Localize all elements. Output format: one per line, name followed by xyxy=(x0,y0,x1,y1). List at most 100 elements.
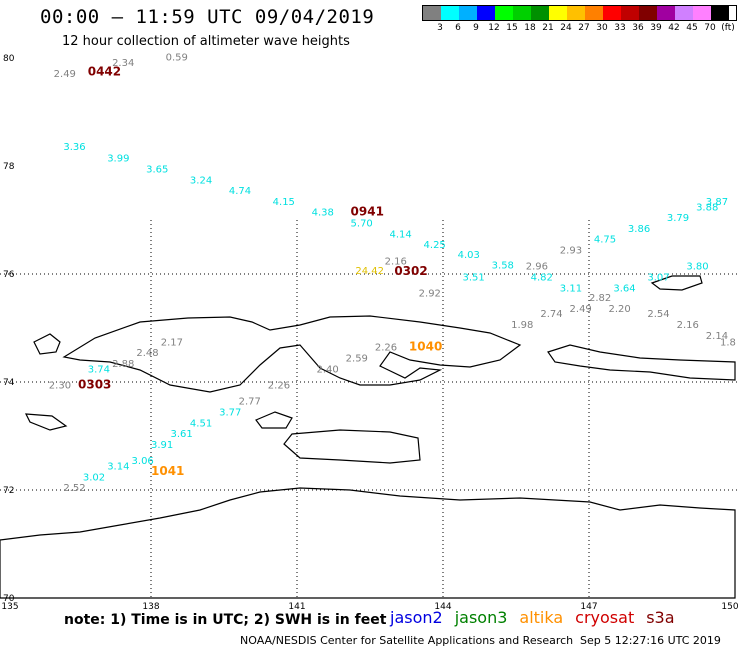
swh-value: 2.49 xyxy=(54,69,76,80)
swh-value: 2.26 xyxy=(268,380,290,391)
latitude-label: 78 xyxy=(3,162,15,172)
swh-value: 2.14 xyxy=(706,331,728,342)
swh-value: 2.54 xyxy=(647,309,669,320)
legend-swatch xyxy=(441,6,459,20)
latitude-label: 72 xyxy=(3,486,14,496)
legend-swatch xyxy=(675,6,693,20)
pass-time-label: 0941 xyxy=(351,205,384,219)
legend-swatch xyxy=(621,6,639,20)
swh-value: 4.03 xyxy=(458,250,480,261)
swh-value: 2.26 xyxy=(375,343,397,354)
graticule xyxy=(0,220,740,598)
swh-value: 2.96 xyxy=(526,262,548,273)
swh-value: 2.74 xyxy=(540,309,562,320)
satellite-legend: jason2 jason3 altika cryosat s3a xyxy=(390,608,687,627)
legend-swatch xyxy=(657,6,675,20)
legend-label: 70 xyxy=(704,23,716,33)
swh-value: 2.20 xyxy=(608,304,630,315)
legend-label: 45 xyxy=(686,23,698,33)
bennett-island-coast xyxy=(650,275,703,291)
swh-value: 3.02 xyxy=(83,472,105,483)
page-subtitle: 12 hour collection of altimeter wave hei… xyxy=(62,34,350,49)
swh-value: 2.48 xyxy=(136,348,158,359)
swh-value: 2.88 xyxy=(112,359,134,370)
legend-label: 42 xyxy=(668,23,680,33)
swh-value: 2.52 xyxy=(63,483,85,494)
swh-value: 2.82 xyxy=(589,293,611,304)
legend-swatch xyxy=(711,6,729,20)
legend-swatch xyxy=(477,6,495,20)
swh-value: 1.8 xyxy=(720,337,736,348)
swh-value: 4.14 xyxy=(389,229,411,240)
legend-swatch xyxy=(549,6,567,20)
swh-value: 3.14 xyxy=(107,461,129,472)
swh-value: 2.49 xyxy=(570,304,592,315)
legend-swatch xyxy=(513,6,531,20)
swh-value: 2.59 xyxy=(346,353,368,364)
small-island-sw xyxy=(24,413,68,431)
satellite-name-jason3: jason3 xyxy=(454,608,508,627)
legend-swatch xyxy=(459,6,477,20)
legend-swatch xyxy=(495,6,513,20)
legend-swatch xyxy=(531,6,549,20)
color-legend: 3 6 9 12 15 18 21 24 27 30 33 36 39 42 45 70 (ft) xyxy=(422,5,737,33)
swh-value: 3.88 xyxy=(696,202,718,213)
swh-value: 4.74 xyxy=(229,186,251,197)
swh-value: 3.11 xyxy=(560,283,582,294)
swh-value: 3.86 xyxy=(628,224,650,235)
swh-value: 3.51 xyxy=(462,272,484,283)
longitude-label: 144 xyxy=(434,602,451,612)
swh-value: 4.51 xyxy=(190,418,212,429)
pass-time-label: 1040 xyxy=(409,340,442,354)
legend-label: 27 xyxy=(578,23,590,33)
legend-label: 24 xyxy=(560,23,572,33)
stolbovoy-island xyxy=(255,411,293,429)
latitude-label: 76 xyxy=(3,270,15,280)
legend-label: 33 xyxy=(614,23,626,33)
longitude-label: 135 xyxy=(1,602,18,612)
swh-value: 4.75 xyxy=(594,235,616,246)
swh-value: 2.16 xyxy=(677,320,699,331)
legend-label: 39 xyxy=(650,23,662,33)
satellite-name-s3a: s3a xyxy=(646,608,675,627)
timestamp-text: Sep 5 12:27:16 UTC 2019 xyxy=(580,634,721,647)
pass-time-label: 1041 xyxy=(151,464,184,478)
legend-swatch xyxy=(423,6,441,20)
satellite-name-altika: altika xyxy=(519,608,564,627)
swh-value: 4.25 xyxy=(424,240,446,251)
swh-value: 0.59 xyxy=(166,53,188,64)
satellite-name-jason2: jason2 xyxy=(390,608,443,627)
legend-label: 15 xyxy=(506,23,518,33)
legend-label: 36 xyxy=(632,23,644,33)
latitude-label: 70 xyxy=(3,594,15,604)
new-siberian-islands-coast xyxy=(62,315,522,393)
longitude-label: 138 xyxy=(142,602,159,612)
swh-value: 3.24 xyxy=(190,175,212,186)
small-island-west xyxy=(33,333,61,355)
longitude-label: 150 xyxy=(721,602,738,612)
legend-label: 18 xyxy=(524,23,536,33)
kotelny-east-coast xyxy=(547,344,736,381)
legend-label: 21 xyxy=(542,23,554,33)
swh-value: 3.58 xyxy=(492,261,514,272)
swh-value: 2.34 xyxy=(112,58,134,69)
swh-value: 3.99 xyxy=(107,154,129,165)
legend-swatch xyxy=(585,6,603,20)
swh-value: 2.77 xyxy=(239,397,261,408)
legend-label: 6 xyxy=(455,23,461,33)
legend-swatches xyxy=(422,5,737,21)
legend-swatch xyxy=(567,6,585,20)
map-frame xyxy=(0,58,740,598)
swh-value: 4.82 xyxy=(531,272,553,283)
swh-value: 2.16 xyxy=(385,256,407,267)
swh-value: 3.06 xyxy=(132,456,154,467)
page-title: 00:00 – 11:59 UTC 09/04/2019 xyxy=(40,6,375,28)
credit-text: NOAA/NESDIS Center for Satellite Applica… xyxy=(240,634,574,647)
swh-value: 2.93 xyxy=(560,245,582,256)
lyakhovsky-island xyxy=(283,429,421,464)
swh-value: 3.64 xyxy=(613,283,635,294)
coastlines xyxy=(0,275,736,599)
longitude-label: 147 xyxy=(580,602,597,612)
swh-value: 3.65 xyxy=(146,164,168,175)
